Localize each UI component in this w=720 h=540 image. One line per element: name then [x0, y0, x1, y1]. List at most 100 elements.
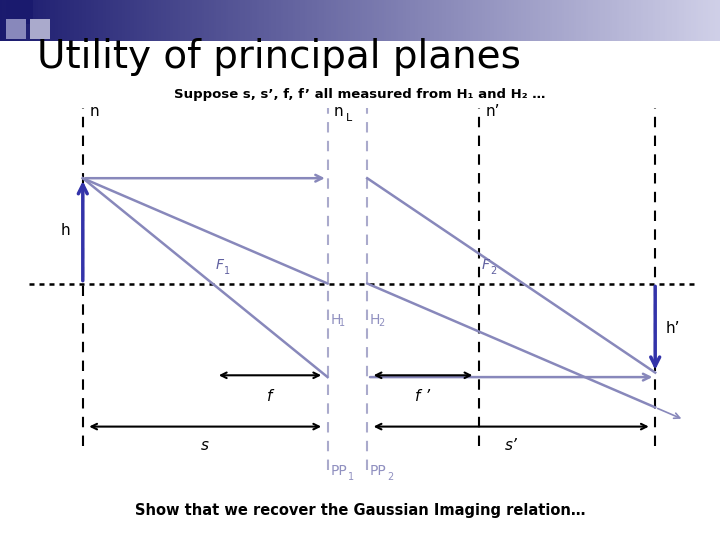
Bar — [120, 0, 122, 40]
Bar — [29, 0, 31, 40]
Bar — [137, 0, 139, 40]
Bar — [473, 0, 475, 40]
Bar — [96, 0, 99, 40]
Bar — [261, 0, 264, 40]
Bar — [322, 0, 324, 40]
Bar — [254, 0, 257, 40]
Bar — [286, 0, 288, 40]
Bar — [290, 0, 293, 40]
Bar — [312, 0, 315, 40]
Bar — [12, 0, 14, 40]
Bar — [346, 0, 348, 40]
Bar — [621, 0, 624, 40]
Bar — [70, 0, 72, 40]
Bar — [430, 0, 432, 40]
Bar — [418, 0, 420, 40]
Bar — [245, 0, 247, 40]
Bar — [557, 0, 559, 40]
Bar — [456, 0, 459, 40]
Bar — [391, 0, 394, 40]
Bar — [297, 0, 300, 40]
Bar — [24, 0, 27, 40]
Bar — [142, 0, 144, 40]
Bar — [319, 0, 322, 40]
Bar — [499, 0, 502, 40]
Bar — [151, 0, 153, 40]
Bar — [413, 0, 415, 40]
Bar — [295, 0, 297, 40]
Bar — [631, 0, 634, 40]
Bar — [403, 0, 405, 40]
Bar — [441, 0, 444, 40]
Bar — [358, 0, 360, 40]
Bar — [34, 0, 36, 40]
Bar — [365, 0, 367, 40]
Text: H: H — [330, 313, 341, 327]
Bar — [149, 0, 151, 40]
Bar — [526, 0, 528, 40]
Bar — [585, 0, 588, 40]
Bar — [341, 0, 343, 40]
Bar — [156, 0, 158, 40]
Text: n: n — [90, 104, 99, 119]
Bar — [22, 0, 24, 40]
Bar — [396, 0, 398, 40]
Bar — [485, 0, 487, 40]
Bar — [91, 0, 94, 40]
Bar — [655, 0, 657, 40]
Bar — [110, 0, 113, 40]
Bar — [192, 0, 194, 40]
Bar — [81, 0, 84, 40]
Bar — [288, 0, 290, 40]
Bar — [101, 0, 103, 40]
Bar — [449, 0, 451, 40]
Bar — [194, 0, 197, 40]
Bar — [127, 0, 130, 40]
Bar — [168, 0, 171, 40]
Bar — [511, 0, 513, 40]
Bar — [389, 0, 391, 40]
Bar — [657, 0, 660, 40]
Bar — [146, 0, 149, 40]
Bar — [180, 0, 182, 40]
Bar — [626, 0, 629, 40]
Bar — [382, 0, 384, 40]
Bar — [324, 0, 326, 40]
Bar — [540, 0, 542, 40]
Bar — [72, 0, 74, 40]
Bar — [552, 0, 554, 40]
Bar — [521, 0, 523, 40]
Bar — [562, 0, 564, 40]
Bar — [362, 0, 365, 40]
Bar — [45, 0, 48, 40]
Bar — [487, 0, 490, 40]
Bar — [593, 0, 595, 40]
Text: 2: 2 — [379, 318, 385, 328]
Bar — [353, 0, 355, 40]
Bar — [65, 0, 67, 40]
Bar — [281, 0, 283, 40]
Bar — [629, 0, 631, 40]
Bar — [135, 0, 137, 40]
Bar — [84, 0, 86, 40]
Bar — [367, 0, 369, 40]
Bar — [581, 0, 583, 40]
Text: H: H — [370, 313, 380, 327]
Bar — [703, 0, 706, 40]
Bar — [689, 0, 691, 40]
Bar — [605, 0, 607, 40]
Bar — [504, 0, 506, 40]
Bar — [533, 0, 535, 40]
Bar — [315, 0, 317, 40]
Bar — [547, 0, 549, 40]
Bar — [595, 0, 598, 40]
Bar — [338, 0, 341, 40]
Bar — [103, 0, 106, 40]
Bar — [317, 0, 319, 40]
Bar — [211, 0, 214, 40]
Bar — [175, 0, 178, 40]
Bar — [79, 0, 81, 40]
Bar — [6, 19, 26, 39]
Bar — [394, 0, 396, 40]
Bar — [619, 0, 621, 40]
